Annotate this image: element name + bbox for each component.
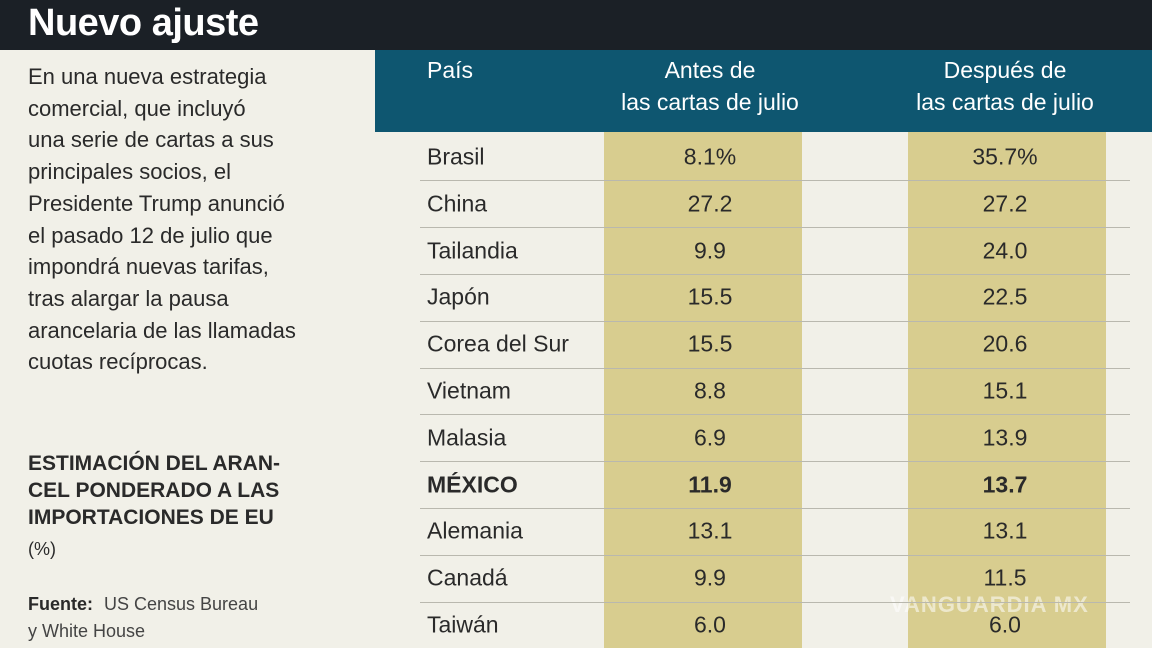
subtitle-line: IMPORTACIONES DE EU — [28, 506, 274, 529]
column-highlight — [604, 132, 802, 648]
intro-line: impondrá nuevas tarifas, — [28, 254, 269, 280]
row-divider — [420, 227, 1130, 229]
value-cell: 22.5 — [982, 283, 1028, 310]
country-cell: Vietnam — [427, 377, 511, 404]
value-cell: 15.5 — [687, 330, 733, 357]
value-cell: 9.9 — [694, 564, 726, 591]
source-label: Fuente: — [28, 594, 93, 614]
country-cell: Brasil — [427, 143, 485, 170]
value-cell: 9.9 — [694, 237, 726, 264]
subtitle-line: CEL PONDERADO A LAS — [28, 479, 280, 502]
value-cell: 27.2 — [982, 190, 1028, 217]
intro-line: el pasado 12 de julio que — [28, 222, 273, 248]
value-cell: 11.5 — [983, 564, 1027, 591]
subtitle-line: ESTIMACIÓN DEL ARAN- — [28, 452, 280, 475]
intro-line: En una nueva estrategia — [28, 64, 267, 89]
country-cell: Japón — [427, 283, 490, 310]
country-cell: Tailandia — [427, 237, 518, 264]
value-cell: 27.2 — [687, 190, 733, 217]
intro-line: tras alargar la pausa — [28, 285, 229, 311]
value-cell: 20.6 — [982, 330, 1028, 357]
value-cell: 13.7 — [982, 471, 1028, 498]
row-divider — [420, 461, 1130, 463]
column-highlight — [908, 132, 1106, 648]
country-cell: MÉXICO — [427, 471, 518, 498]
row-divider — [420, 274, 1130, 275]
source-line: y White House — [28, 621, 146, 641]
header-cell: las cartas de julio — [621, 89, 799, 115]
value-cell: 15.1 — [982, 377, 1028, 404]
header-cell: las cartas de julio — [916, 89, 1094, 115]
row-divider — [420, 320, 1130, 322]
value-cell: 13.1 — [687, 517, 733, 544]
country-cell: Canadá — [427, 564, 508, 591]
intro-line: Presidente Trump anunció — [28, 190, 285, 216]
value-cell: 35.7% — [972, 143, 1038, 170]
country-cell: Taiwán — [427, 611, 499, 638]
value-cell: 8.8 — [694, 377, 726, 404]
intro-line: comercial, que incluyó — [28, 95, 246, 121]
intro-line: cuotas recíprocas. — [28, 349, 208, 375]
row-divider — [420, 601, 1130, 603]
value-cell: 24.0 — [982, 237, 1028, 264]
intro-line: arancelaria de las llamadas — [28, 317, 296, 343]
intro-line: principales socios, el — [28, 159, 231, 185]
country-cell: Corea del Sur — [427, 330, 569, 357]
header-cell: Después de — [943, 57, 1067, 83]
value-cell: 11.9 — [688, 471, 732, 498]
source-line: US Census Bureau — [104, 594, 259, 614]
intro-line: una serie de cartas a sus — [28, 127, 274, 153]
value-cell: 6.9 — [694, 424, 726, 451]
value-cell: 13.1 — [982, 517, 1028, 544]
value-cell: 13.9 — [982, 424, 1028, 451]
row-divider — [420, 180, 1130, 182]
row-divider — [420, 508, 1130, 509]
country-cell: China — [427, 190, 488, 217]
row-divider — [420, 414, 1130, 416]
table-header — [375, 50, 1152, 132]
value-cell: 6.0 — [989, 611, 1021, 638]
value-cell: 8.1% — [683, 143, 737, 170]
country-cell: Alemania — [427, 517, 523, 544]
country-cell: Malasia — [427, 424, 507, 451]
row-divider — [420, 554, 1130, 556]
title-bar — [0, 0, 1152, 50]
header-cell: Antes de — [664, 57, 756, 83]
title: Nuevo ajuste — [28, 2, 259, 44]
row-divider — [420, 367, 1130, 369]
value-cell: 6.0 — [694, 611, 726, 638]
subtitle-unit: (%) — [28, 539, 56, 559]
watermark: VANGUARDIA MX — [890, 592, 1089, 617]
value-cell: 15.5 — [687, 283, 733, 310]
header-cell: País — [427, 57, 474, 83]
